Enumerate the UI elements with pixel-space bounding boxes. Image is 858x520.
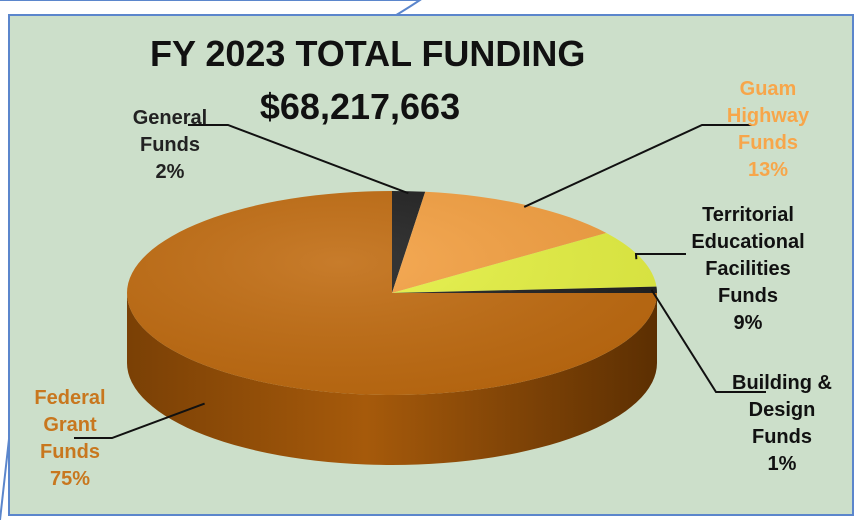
slice-percent: 9% (733, 312, 763, 334)
leader-line-territorial-educational-facilities-funds (634, 253, 686, 260)
slice-label-line: Funds (738, 132, 798, 154)
slice-label-building-design-funds: Building & Design Funds 1% (692, 370, 858, 478)
slice-label-general-funds: General Funds 2% (80, 105, 260, 186)
pie-top (127, 191, 657, 395)
slice-label-territorial-educational-facilities-funds: Territorial Educational Facilities Funds 9% (658, 202, 838, 337)
slice-label-line: Guam (739, 78, 797, 100)
slice-label-line: Funds (40, 441, 100, 463)
slice-label-line: General (132, 107, 208, 129)
leader-line-federal-grant-funds (74, 402, 205, 439)
slice-label-line: Grant (43, 414, 97, 436)
slice-label-line: Funds (718, 285, 778, 307)
pie-depth (127, 293, 657, 465)
pie-side-wall (127, 293, 657, 465)
leader-lines (74, 124, 766, 439)
slice-label-line: Territorial (702, 204, 794, 226)
slice-label-line: Highway (726, 105, 810, 127)
slice-label-line: Funds (752, 426, 812, 448)
chart-title: FY 2023 TOTAL FUNDING (150, 33, 586, 74)
leader-line-general-funds (188, 124, 409, 195)
slice-label-line: Design (748, 399, 816, 421)
slice-label-line: Building & (732, 372, 832, 394)
slice-percent: 1% (767, 453, 797, 475)
slice-label-line: Federal (34, 387, 106, 409)
leader-line-building-design-funds (650, 289, 766, 393)
slice-label-guam-highway-funds: Guam Highway Funds 13% (678, 76, 858, 184)
slice-percent: 75% (49, 468, 91, 490)
slice-percent: 13% (747, 159, 789, 181)
leader-line-guam-highway-funds (523, 124, 752, 208)
slice-label-line: Funds (140, 134, 200, 156)
pie-top-sheen (127, 191, 657, 395)
chart-subtitle: $68,217,663 (259, 86, 461, 127)
slice-label-federal-grant-funds: Federal Grant Funds 75% (0, 385, 160, 493)
slice-percent: 2% (155, 161, 185, 183)
slice-label-line: Educational (691, 231, 805, 253)
slice-label-line: Facilities (705, 258, 791, 280)
